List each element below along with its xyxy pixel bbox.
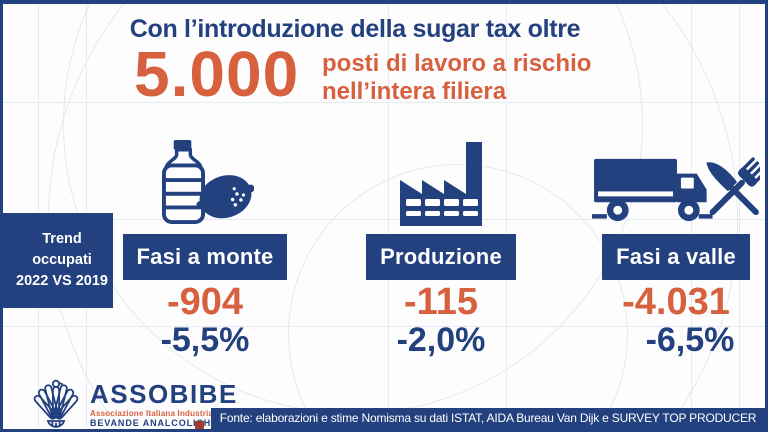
trend-period-line1: Trend occupati	[32, 231, 92, 268]
jobs-delta-value: -115	[404, 281, 478, 323]
logo-subtitle-2: BEVANDE ANALCOLICHE	[90, 417, 219, 428]
factory-icon	[341, 134, 541, 226]
column-fasi-a-valle: Fasi a valle -4.031 -6,5%	[576, 134, 765, 359]
assobibe-logo: ASSOBIBE Associazione Italiana Industria…	[29, 378, 238, 429]
category-label: Produzione	[366, 234, 516, 280]
logo-name: ASSOBIBE	[90, 378, 238, 409]
headline-number: 5.000	[134, 38, 300, 110]
logo-subtitle-1: Associazione Italiana Industria	[90, 408, 214, 418]
footer-accent-square	[195, 421, 204, 429]
bottle-lemon-icon	[105, 134, 305, 226]
jobs-delta-value: -904	[166, 281, 244, 323]
trend-period-badge: Trend occupati 2022 VS 2019	[3, 213, 113, 308]
eagle-icon	[33, 379, 79, 428]
column-fasi-a-monte: Fasi a monte -904 -5,5%	[105, 134, 305, 358]
headline-subtitle: posti di lavoro a rischio nell’intera fi…	[322, 50, 591, 106]
headline-subtitle-line2: nell’intera filiera	[322, 78, 507, 105]
jobs-delta-percent: -2,0%	[396, 321, 486, 359]
column-produzione: Produzione -115 -2,0%	[341, 134, 541, 358]
category-label: Fasi a valle	[602, 234, 750, 280]
jobs-delta-percent: -6,5%	[645, 321, 735, 359]
logo-text: ASSOBIBE Associazione Italiana Industria…	[90, 378, 238, 428]
truck-cutlery-icon	[576, 134, 765, 226]
trend-period-line2: 2022 VS 2019	[16, 273, 108, 289]
page-title: Con l’introduzione della sugar tax oltre	[129, 15, 581, 43]
source-note: Fonte: elaborazioni e stime Nomisma su d…	[211, 408, 765, 429]
jobs-delta-value: -4.031	[622, 281, 730, 323]
category-label: Fasi a monte	[122, 234, 288, 280]
headline-subtitle-line1: posti di lavoro a rischio	[322, 50, 592, 77]
jobs-delta-percent: -5,5%	[160, 321, 250, 359]
